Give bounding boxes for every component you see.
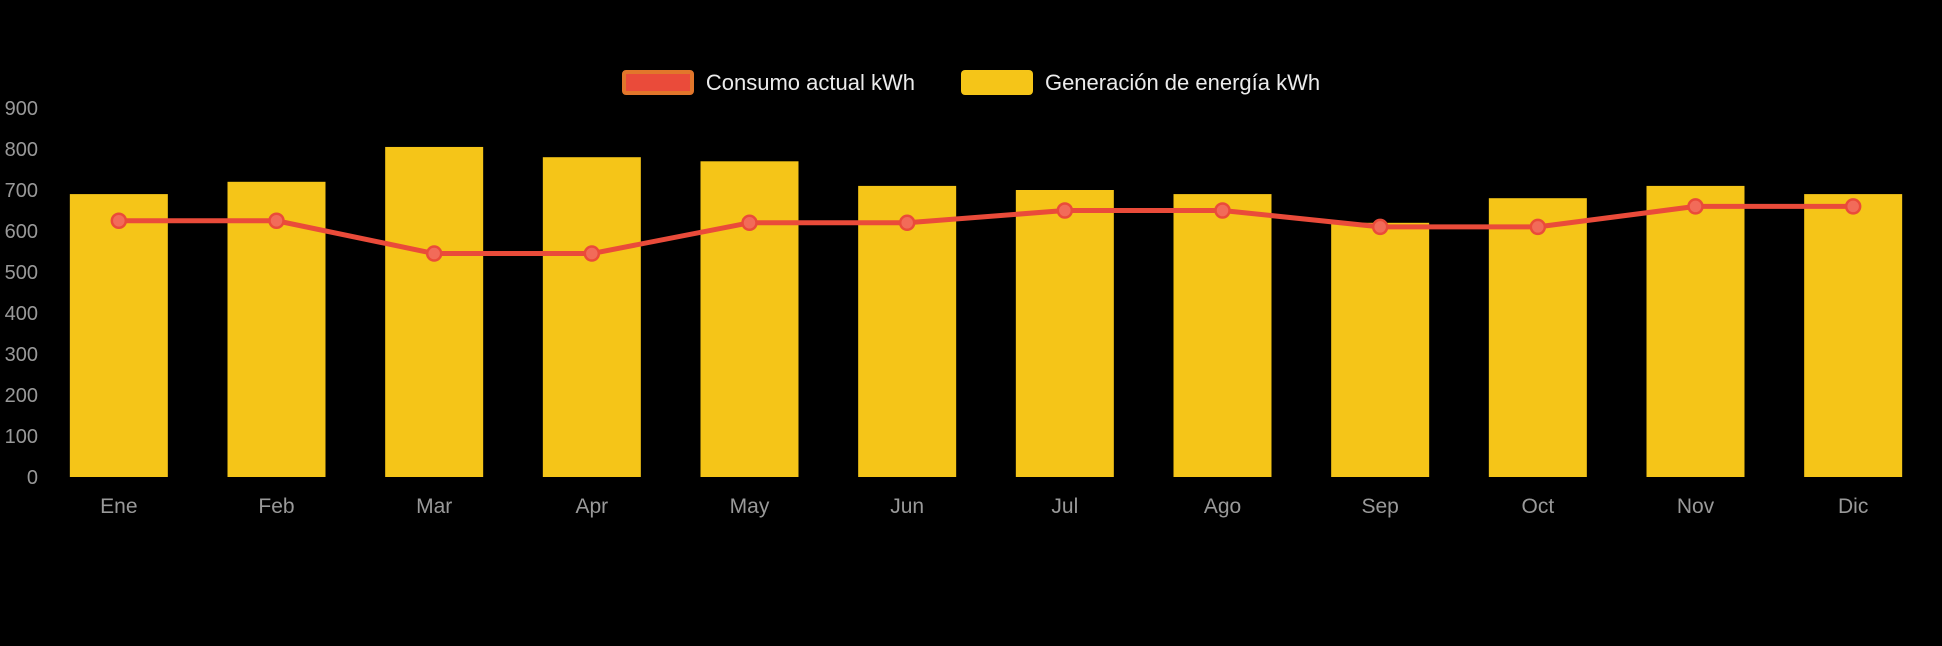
consumption-marker-Jun[interactable]: [898, 214, 916, 232]
y-axis-tick-0: 0: [27, 467, 38, 489]
x-axis-label-Nov: Nov: [1677, 495, 1715, 518]
y-axis-tick-600: 600: [5, 221, 38, 243]
x-axis-label-Ene: Ene: [100, 495, 137, 518]
y-axis-tick-800: 800: [5, 139, 38, 161]
x-axis-label-Mar: Mar: [416, 495, 452, 518]
consumption-marker-Nov[interactable]: [1687, 198, 1704, 215]
legend-swatch-bar-icon: [960, 70, 1033, 95]
y-axis-tick-700: 700: [5, 180, 38, 202]
x-axis-label-Feb: Feb: [258, 495, 294, 518]
legend-swatch-line-icon: [621, 70, 694, 95]
generation-bar-Jun[interactable]: [858, 185, 957, 477]
consumption-marker-Sep[interactable]: [1371, 218, 1389, 236]
generation-bar-Feb[interactable]: [227, 181, 326, 478]
consumption-marker-Feb[interactable]: [268, 212, 285, 229]
y-axis-tick-900: 900: [5, 98, 38, 120]
chart-legend: Consumo actual kWh Generación de energía …: [0, 70, 1942, 95]
generation-bar-Mar[interactable]: [385, 146, 484, 477]
consumption-marker-Ene[interactable]: [110, 212, 128, 229]
generation-bar-Oct[interactable]: [1488, 198, 1587, 477]
generation-bar-Ene[interactable]: [69, 194, 168, 477]
x-axis-label-May: May: [730, 495, 770, 518]
consumption-marker-Apr[interactable]: [583, 245, 601, 262]
generation-bar-Apr[interactable]: [542, 157, 641, 477]
generation-bar-May[interactable]: [700, 161, 799, 478]
legend-item-consumo-actual[interactable]: Consumo actual kWh: [621, 69, 915, 95]
generation-bar-Dic[interactable]: [1804, 194, 1903, 477]
consumption-marker-Jul[interactable]: [1056, 202, 1074, 219]
x-axis-label-Jun: Jun: [890, 495, 924, 518]
consumption-marker-Ago[interactable]: [1214, 202, 1231, 219]
generation-bar-Sep[interactable]: [1331, 222, 1430, 477]
generation-bar-Jul[interactable]: [1015, 190, 1114, 477]
x-axis-label-Apr: Apr: [575, 495, 608, 518]
y-axis-tick-500: 500: [5, 262, 38, 284]
legend-label: Generación de energía kWh: [1044, 69, 1321, 95]
consumption-line: [116, 203, 1856, 257]
consumption-marker-Oct[interactable]: [1529, 218, 1547, 236]
y-axis-tick-200: 200: [5, 385, 38, 407]
consumption-marker-Dic[interactable]: [1844, 198, 1862, 215]
legend-label: Consumo actual kWh: [705, 69, 915, 95]
y-axis-tick-400: 400: [5, 303, 38, 325]
generation-bar-Nov[interactable]: [1646, 185, 1745, 477]
x-axis-label-Ago: Ago: [1204, 495, 1241, 518]
x-axis-label-Dic: Dic: [1838, 495, 1868, 518]
consumption-marker-May[interactable]: [741, 214, 758, 232]
y-axis-tick-300: 300: [5, 344, 38, 366]
x-axis-label-Sep: Sep: [1361, 495, 1398, 518]
generation-bar-Ago[interactable]: [1173, 194, 1272, 477]
consumption-marker-Mar[interactable]: [425, 245, 443, 262]
x-axis-label-Jul: Jul: [1051, 495, 1078, 518]
legend-item-generacion-energia[interactable]: Generación de energía kWh: [960, 69, 1321, 95]
y-axis-tick-100: 100: [5, 426, 38, 448]
x-axis-label-Oct: Oct: [1521, 495, 1554, 518]
